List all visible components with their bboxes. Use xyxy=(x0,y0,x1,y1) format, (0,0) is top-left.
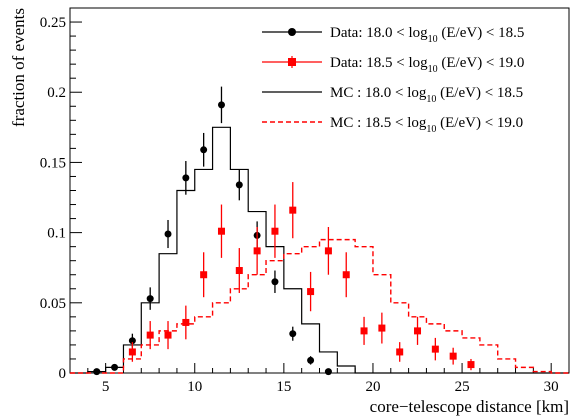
x-tick-label: 20 xyxy=(365,379,380,395)
y-axis-title: fraction of events xyxy=(9,8,28,127)
legend-label-prefix: Data: 18.5 < log xyxy=(330,55,428,71)
legend-label: Data: 18.0 < log10 (E/eV) < 18.5 xyxy=(330,25,524,45)
data-point-circle xyxy=(307,356,315,364)
legend-label-suffix: (E/eV) < 19.0 xyxy=(436,115,523,131)
data-point-square xyxy=(360,327,368,335)
x-axis: 5 10 15 20 25 30 xyxy=(69,363,570,395)
legend-label-prefix: MC : 18.0 < log xyxy=(330,85,427,101)
x-tick-label: 25 xyxy=(455,379,470,395)
data-point-square xyxy=(414,327,422,335)
data-point-square xyxy=(467,361,475,369)
legend-label: MC : 18.0 < log10 (E/eV) < 18.5 xyxy=(330,85,523,105)
data-point-square xyxy=(289,206,297,214)
legend-label-suffix: (E/eV) < 19.0 xyxy=(438,55,525,71)
data-point-circle xyxy=(217,101,225,109)
y-tick-label: 0.25 xyxy=(40,15,66,31)
data-point-square xyxy=(253,247,261,255)
y-axis: 0 0.05 0.1 0.15 0.2 0.25 xyxy=(40,7,82,382)
x-tick-label: 10 xyxy=(187,379,202,395)
mc-low-energy-step-line xyxy=(70,126,569,374)
legend-entry: MC : 18.5 < log10 (E/eV) < 19.0 xyxy=(262,115,523,135)
data-point-square xyxy=(217,227,225,235)
legend-label-subscript: 10 xyxy=(426,94,436,105)
data-point-circle xyxy=(324,368,332,376)
data-point-circle xyxy=(146,295,154,303)
data-point-square xyxy=(271,227,279,235)
data-point-square xyxy=(449,352,457,360)
data-point-square xyxy=(396,348,404,356)
data-point-square xyxy=(182,318,190,326)
data-point-square xyxy=(431,345,439,353)
data-point-circle xyxy=(200,146,208,154)
legend-label-suffix: (E/eV) < 18.5 xyxy=(436,85,523,101)
legend-entry: Data: 18.5 < log10 (E/eV) < 19.0 xyxy=(262,55,524,75)
legend-entry: MC : 18.0 < log10 (E/eV) < 18.5 xyxy=(262,85,523,105)
legend-label-subscript: 10 xyxy=(428,64,438,75)
data-point-square xyxy=(378,324,386,332)
y-tick-label: 0.1 xyxy=(47,226,66,242)
data-point-square xyxy=(307,288,315,296)
data-point-circle xyxy=(93,368,101,376)
legend-label-prefix: Data: 18.0 < log xyxy=(330,25,428,41)
x-axis-title: core−telescope distance [km] xyxy=(370,397,569,416)
legend-label-subscript: 10 xyxy=(428,34,438,45)
data-point-circle xyxy=(164,230,172,238)
data-point-circle xyxy=(128,337,136,345)
y-tick-label: 0.15 xyxy=(40,155,66,171)
data-point-circle xyxy=(235,181,243,189)
data-point-square xyxy=(146,331,154,339)
legend-label-subscript: 10 xyxy=(426,124,436,135)
legend-label-prefix: MC : 18.5 < log xyxy=(330,115,427,131)
data-point-circle xyxy=(111,363,119,371)
data-point-square xyxy=(164,331,172,339)
y-tick-label: 0.2 xyxy=(47,85,66,101)
legend-marker-square xyxy=(288,58,296,66)
legend-marker-circle xyxy=(288,28,296,36)
data-point-square xyxy=(324,247,332,255)
data-point-square xyxy=(128,348,136,356)
data-point-circle xyxy=(271,278,279,286)
legend-label-suffix: (E/eV) < 18.5 xyxy=(438,25,525,41)
data-point-square xyxy=(200,271,208,279)
y-tick-label: 0.05 xyxy=(40,296,66,312)
series-layer xyxy=(70,86,569,376)
y-tick-label: 0 xyxy=(59,366,67,382)
data-high-energy-series xyxy=(128,182,475,371)
x-tick-label: 30 xyxy=(544,379,559,395)
legend-label: MC : 18.5 < log10 (E/eV) < 19.0 xyxy=(330,115,523,135)
data-point-circle xyxy=(289,330,297,338)
data-point-square xyxy=(342,271,350,279)
x-tick-label: 5 xyxy=(102,379,110,395)
data-point-square xyxy=(235,267,243,275)
legend-entry: Data: 18.0 < log10 (E/eV) < 18.5 xyxy=(262,25,524,45)
x-tick-label: 15 xyxy=(276,379,291,395)
data-point-circle xyxy=(182,174,190,182)
legend-label: Data: 18.5 < log10 (E/eV) < 19.0 xyxy=(330,55,524,75)
